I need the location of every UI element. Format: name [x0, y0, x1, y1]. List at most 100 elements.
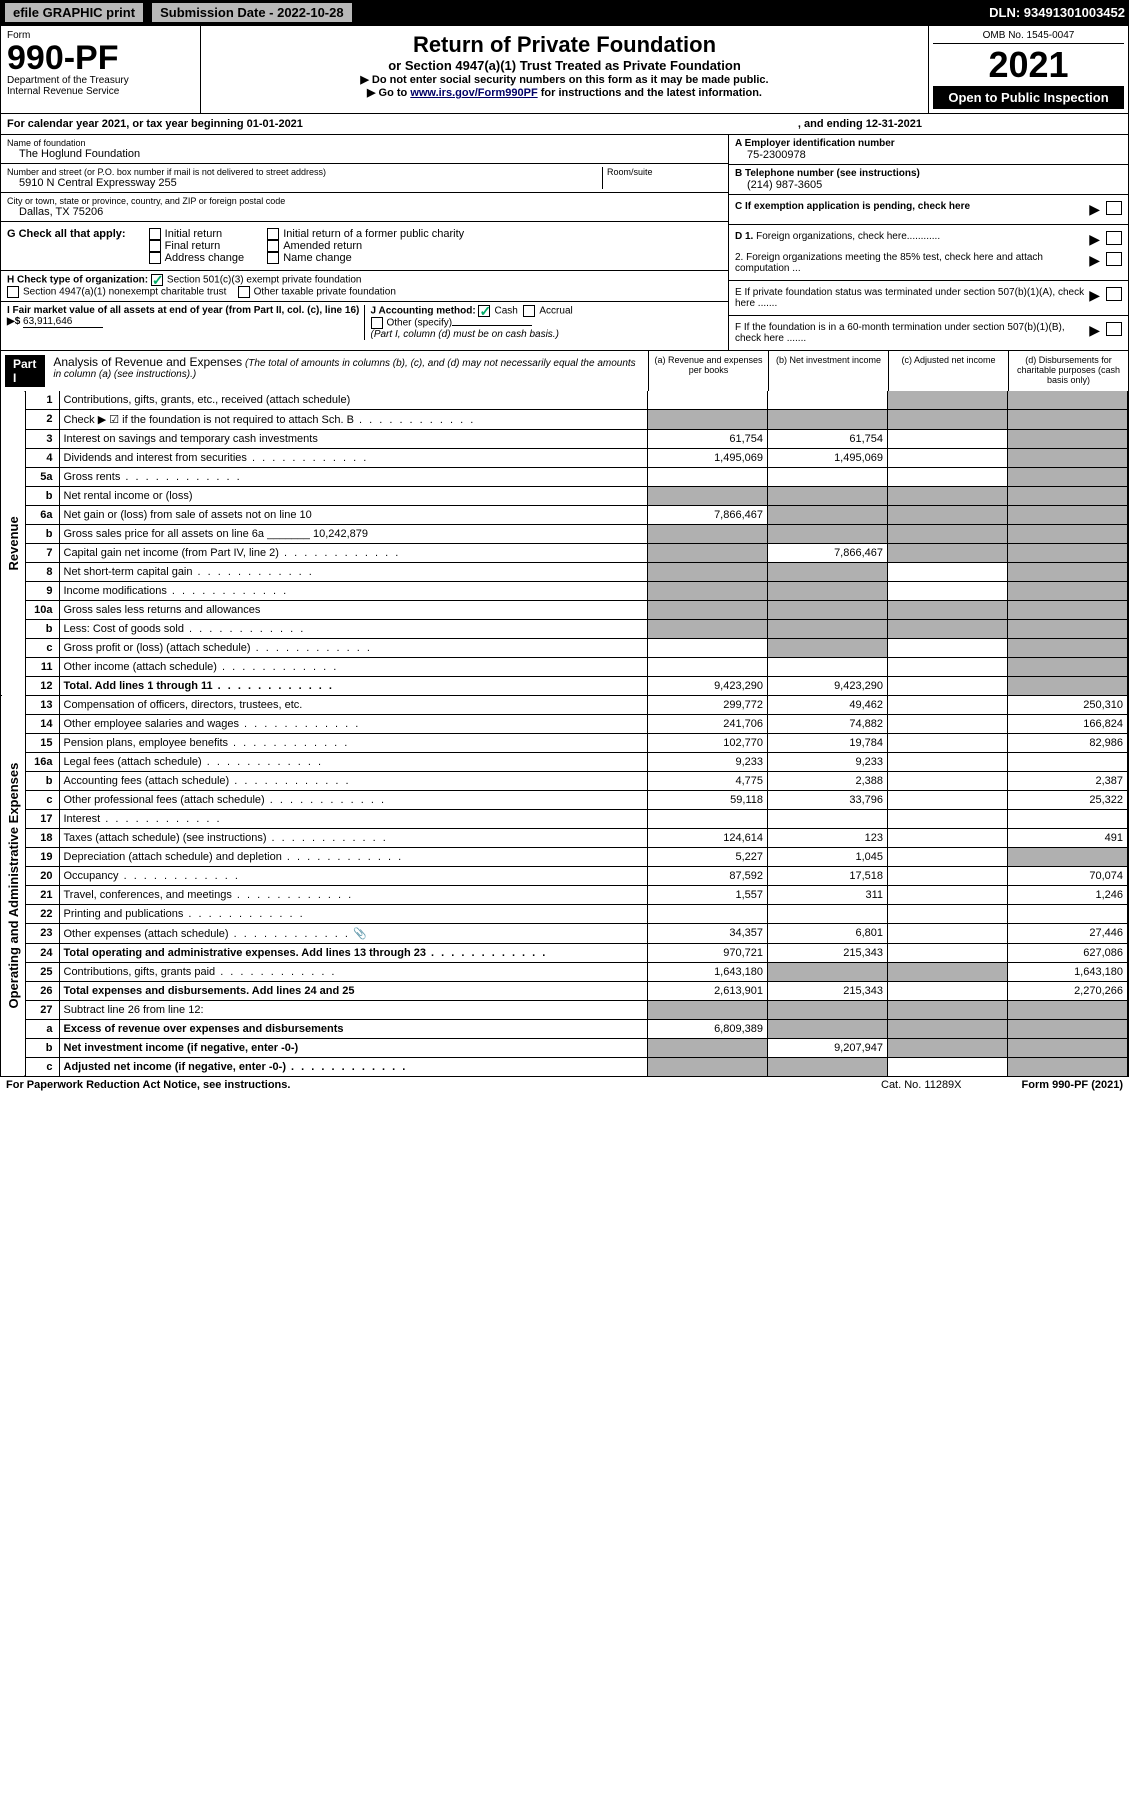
amount-cell: 74,882: [768, 715, 888, 734]
ein-label: A Employer identification number: [735, 138, 1122, 149]
open-to-public: Open to Public Inspection: [933, 86, 1124, 109]
501c3-checkbox[interactable]: [151, 274, 163, 286]
note-goto: ▶ Go to www.irs.gov/Form990PF for instru…: [207, 86, 922, 99]
4947-checkbox[interactable]: [7, 286, 19, 298]
exemption-pending-checkbox[interactable]: [1106, 201, 1122, 215]
initial-public-checkbox[interactable]: [267, 228, 279, 240]
amount-cell: 9,233: [768, 753, 888, 772]
foreign-85-checkbox[interactable]: [1106, 252, 1122, 266]
amount-cell: [888, 848, 1008, 867]
row-number: 11: [25, 658, 59, 677]
irs: Internal Revenue Service: [7, 86, 194, 97]
row-description: Other employee salaries and wages: [59, 715, 648, 734]
row-description: Other professional fees (attach schedule…: [59, 791, 648, 810]
amount-cell: [888, 715, 1008, 734]
amount-cell: [768, 905, 888, 924]
amount-cell: 5,227: [648, 848, 768, 867]
amount-cell: [648, 905, 768, 924]
row-number: 19: [25, 848, 59, 867]
row-description: Check ▶ ☑ if the foundation is not requi…: [59, 410, 648, 430]
row-number: 21: [25, 886, 59, 905]
form-title: Return of Private Foundation: [207, 32, 922, 58]
amount-cell: 61,754: [648, 430, 768, 449]
cash-checkbox[interactable]: [478, 305, 490, 317]
name-change-checkbox[interactable]: [267, 252, 279, 264]
amount-cell: 25,322: [1008, 791, 1128, 810]
fmv-value: 63,911,646: [23, 316, 103, 328]
c-label: C If exemption application is pending, c…: [735, 201, 1089, 218]
amount-cell: [888, 1001, 1008, 1020]
amount-cell: 1,643,180: [1008, 963, 1128, 982]
amount-cell: [1008, 639, 1128, 658]
form-number: 990-PF: [7, 41, 194, 75]
row-number: 1: [25, 391, 59, 410]
col-c-header: (c) Adjusted net income: [888, 351, 1008, 391]
amount-cell: [1008, 449, 1128, 468]
amount-cell: [768, 601, 888, 620]
d1-label: D 1. Foreign organizations, check here..…: [735, 231, 1089, 248]
row-description: Excess of revenue over expenses and disb…: [59, 1020, 648, 1039]
amount-cell: [768, 391, 888, 410]
amended-return-checkbox[interactable]: [267, 240, 279, 252]
amount-cell: [1008, 468, 1128, 487]
amount-cell: 215,343: [768, 982, 888, 1001]
amount-cell: [768, 506, 888, 525]
amount-cell: [768, 563, 888, 582]
name-label: Name of foundation: [7, 138, 722, 148]
amount-cell: [888, 867, 1008, 886]
amount-cell: [888, 905, 1008, 924]
amount-cell: [888, 924, 1008, 944]
amount-cell: 7,866,467: [768, 544, 888, 563]
amount-cell: [1008, 905, 1128, 924]
row-number: b: [25, 1039, 59, 1058]
amount-cell: [1008, 487, 1128, 506]
other-method-checkbox[interactable]: [371, 317, 383, 329]
amount-cell: 59,118: [648, 791, 768, 810]
row-number: 22: [25, 905, 59, 924]
row-number: 18: [25, 829, 59, 848]
attachment-icon[interactable]: 📎: [350, 928, 367, 940]
row-description: Occupancy: [59, 867, 648, 886]
address-change-checkbox[interactable]: [149, 252, 161, 264]
amount-cell: 627,086: [1008, 944, 1128, 963]
form990pf-link[interactable]: www.irs.gov/Form990PF: [410, 87, 537, 99]
amount-cell: 9,423,290: [648, 677, 768, 696]
row-description: Total expenses and disbursements. Add li…: [59, 982, 648, 1001]
e-label: E If private foundation status was termi…: [735, 287, 1089, 309]
amount-cell: [648, 582, 768, 601]
amount-cell: [888, 468, 1008, 487]
amount-cell: [888, 487, 1008, 506]
amount-cell: [888, 963, 1008, 982]
efile-print-button[interactable]: efile GRAPHIC print: [4, 2, 144, 23]
row-description: Dividends and interest from securities: [59, 449, 648, 468]
amount-cell: 87,592: [648, 867, 768, 886]
amount-cell: [648, 620, 768, 639]
amount-cell: 70,074: [1008, 867, 1128, 886]
foundation-name: The Hoglund Foundation: [7, 148, 722, 160]
row-number: 15: [25, 734, 59, 753]
row-description: Subtract line 26 from line 12:: [59, 1001, 648, 1020]
amount-cell: [648, 544, 768, 563]
row-number: 27: [25, 1001, 59, 1020]
row-description: Gross sales less returns and allowances: [59, 601, 648, 620]
amount-cell: 2,613,901: [648, 982, 768, 1001]
amount-cell: [1008, 525, 1128, 544]
amount-cell: [888, 620, 1008, 639]
other-taxable-checkbox[interactable]: [238, 286, 250, 298]
tel-label: B Telephone number (see instructions): [735, 168, 1122, 179]
terminated-checkbox[interactable]: [1106, 287, 1122, 301]
final-return-checkbox[interactable]: [149, 240, 161, 252]
amount-cell: [888, 639, 1008, 658]
row-description: Contributions, gifts, grants paid: [59, 963, 648, 982]
row-number: c: [25, 639, 59, 658]
accrual-checkbox[interactable]: [523, 305, 535, 317]
60month-checkbox[interactable]: [1106, 322, 1122, 336]
amount-cell: [648, 639, 768, 658]
foreign-org-checkbox[interactable]: [1106, 231, 1122, 245]
row-description: Interest: [59, 810, 648, 829]
initial-return-checkbox[interactable]: [149, 228, 161, 240]
amount-cell: 1,045: [768, 848, 888, 867]
amount-cell: [888, 734, 1008, 753]
row-number: 14: [25, 715, 59, 734]
amount-cell: [648, 391, 768, 410]
